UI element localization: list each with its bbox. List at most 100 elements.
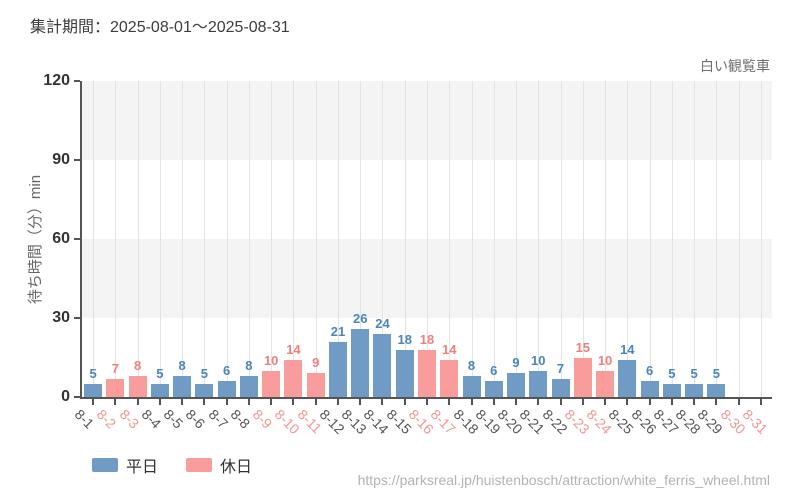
bar-8-15 <box>395 349 414 397</box>
legend-item-weekday: 平日 <box>92 453 158 477</box>
x-axis-tick <box>715 399 718 405</box>
bar-value-8-29: 5 <box>712 365 720 381</box>
x-axis-tick <box>181 399 184 405</box>
x-axis-tick <box>559 399 562 405</box>
bar-value-8-14: 24 <box>375 315 390 331</box>
plot-gridline <box>248 81 250 397</box>
bar-value-8-18: 8 <box>467 357 476 373</box>
plot-gridline <box>582 81 584 397</box>
x-tick-label-8-31: 8-31 <box>739 406 771 438</box>
x-axis-tick <box>693 399 696 405</box>
x-axis-tick <box>759 399 762 405</box>
plot-gridline <box>93 81 95 397</box>
plot-gridline <box>204 81 206 397</box>
bar-8-7 <box>217 381 236 397</box>
x-tick-label-8-3: 8-3 <box>116 406 142 432</box>
bar-value-8-8: 8 <box>245 357 253 373</box>
plot-gridline <box>649 81 651 397</box>
source-url: https://parksreal.jp/huistenbosch/attrac… <box>357 472 770 488</box>
x-axis-tick <box>158 399 161 405</box>
x-tick-label-8-1: 8-1 <box>71 406 98 432</box>
plot-gridline <box>516 81 518 397</box>
bar-8-9 <box>262 370 281 397</box>
bar-8-4 <box>150 383 169 397</box>
chart-legend: 平日 休日 <box>92 453 252 477</box>
legend-item-holiday: 休日 <box>186 453 252 477</box>
x-tick-label-8-8: 8-8 <box>227 406 254 432</box>
bar-value-8-5: 8 <box>178 357 186 373</box>
bar-value-8-7: 6 <box>223 363 231 379</box>
plot-gridline <box>427 81 428 397</box>
plot-gridline <box>159 81 161 397</box>
x-axis-tick <box>203 399 206 405</box>
x-axis-tick <box>492 399 495 405</box>
x-axis-tick <box>604 399 607 405</box>
x-axis-tick <box>426 399 428 405</box>
bar-value-8-15: 18 <box>397 331 412 347</box>
x-tick-label-8-6: 8-6 <box>183 406 209 432</box>
plot-gridline <box>404 81 406 397</box>
x-axis-tick <box>92 399 95 405</box>
bar-value-8-27: 5 <box>668 365 676 381</box>
bar-value-8-1: 5 <box>89 365 97 381</box>
plot-gridline <box>293 81 295 397</box>
y-axis-tick <box>74 80 80 82</box>
bar-value-8-21: 10 <box>531 352 546 368</box>
x-axis-tick <box>336 399 339 405</box>
y-tick-label: 60 <box>52 230 70 247</box>
y-axis-tick <box>74 159 80 161</box>
bar-value-8-26: 6 <box>645 363 654 379</box>
x-axis-tick <box>737 399 740 405</box>
bar-value-8-2: 7 <box>111 360 119 376</box>
plot-gridline <box>337 81 339 397</box>
plot-gridline <box>716 81 718 397</box>
legend-holiday-swatch <box>186 458 213 472</box>
bar-8-26 <box>640 381 659 397</box>
bar-value-8-25: 14 <box>620 342 635 358</box>
x-axis-tick <box>136 399 139 405</box>
bar-8-21 <box>529 370 548 397</box>
bar-8-1 <box>84 383 103 397</box>
x-axis-tick <box>314 399 317 405</box>
plot-gridline <box>271 81 273 397</box>
bar-value-8-16: 18 <box>419 331 435 347</box>
x-axis-tick <box>381 399 384 405</box>
bar-value-8-24: 10 <box>597 352 613 368</box>
bar-8-25 <box>618 360 637 397</box>
plot-gridline <box>671 81 673 397</box>
bar-8-3 <box>128 375 147 397</box>
x-axis-tick <box>537 399 540 405</box>
bar-8-14 <box>373 333 392 397</box>
legend-weekday-label: 平日 <box>126 459 159 476</box>
x-tick-label-8-7: 8-7 <box>205 406 231 432</box>
y-tick-label: 0 <box>61 388 70 405</box>
y-axis-tick <box>74 317 80 319</box>
x-axis-tick <box>270 399 273 405</box>
bar-8-20 <box>507 373 526 397</box>
plot-gridline <box>605 81 607 397</box>
x-axis-tick <box>515 399 518 405</box>
y-tick-label: 30 <box>52 309 70 326</box>
bar-value-8-20: 9 <box>512 355 520 371</box>
bar-value-8-11: 9 <box>312 355 320 371</box>
report-period-title: 集計期間：2025-08-01～2025-08-31 <box>30 19 290 36</box>
x-tick-label-8-9: 8-9 <box>249 406 276 432</box>
bar-8-2 <box>106 378 125 397</box>
bar-8-13 <box>351 328 370 397</box>
bar-value-8-12: 21 <box>330 323 346 339</box>
bar-8-27 <box>662 383 681 397</box>
bar-value-8-10: 14 <box>286 342 301 358</box>
bar-8-24 <box>596 370 615 397</box>
plot-gridline <box>627 81 629 397</box>
x-axis-tick <box>247 399 250 405</box>
x-axis-tick <box>626 399 629 405</box>
y-tick-label: 120 <box>43 72 70 89</box>
bar-value-8-23: 15 <box>575 339 591 355</box>
bar-value-8-9: 10 <box>263 352 279 368</box>
y-tick-label: 90 <box>52 151 70 168</box>
plot-gridline <box>471 81 473 397</box>
x-tick-label-8-5: 8-5 <box>160 406 187 432</box>
y-axis-tick <box>74 396 80 398</box>
plot-gridline <box>560 81 562 397</box>
attraction-name-label: 白い観覧車 <box>700 58 770 74</box>
